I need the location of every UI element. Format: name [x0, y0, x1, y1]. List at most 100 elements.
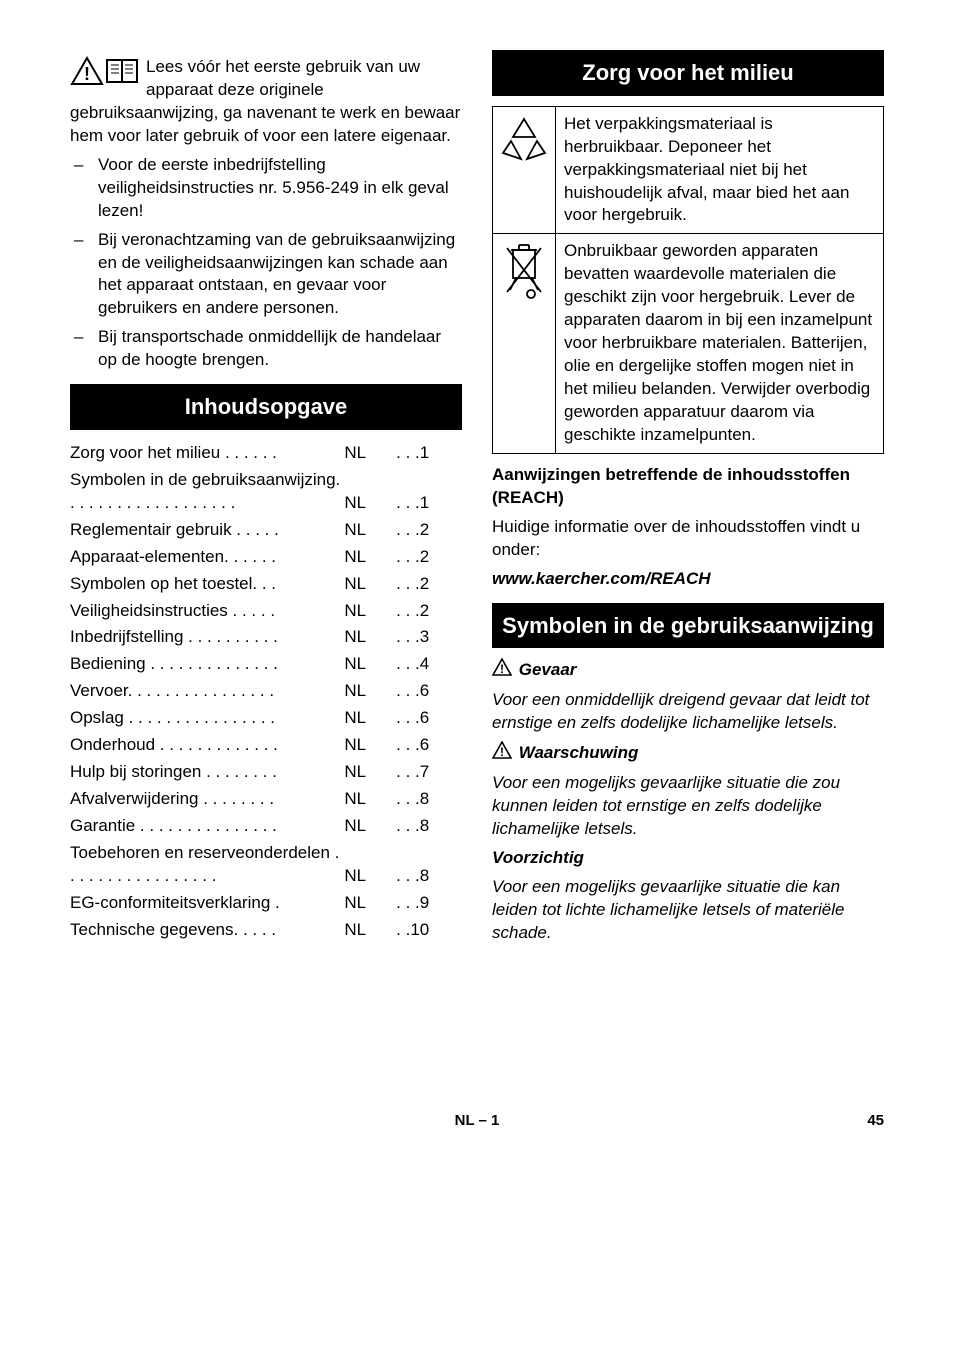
- svg-text:!: !: [500, 745, 504, 759]
- toc-label: EG-conformiteitsverklaring .: [70, 890, 344, 917]
- toc-label: Zorg voor het milieu . . . . . .: [70, 440, 344, 467]
- toc-page: . . .9: [391, 890, 462, 917]
- toc-locale: NL: [344, 890, 391, 917]
- toc-page: . . .8: [391, 813, 462, 840]
- toc-locale: NL: [344, 440, 391, 467]
- reach-url: www.kaercher.com/REACH: [492, 568, 884, 591]
- toc-row: EG-conformiteitsverklaring .NL . . .9: [70, 890, 462, 917]
- recycle-text: Het verpakkingsmateriaal is herbruikbaar…: [556, 106, 884, 234]
- toc-locale: NL: [344, 467, 391, 517]
- toc-row: Symbolen in de gebruiksaanwijzing. . . .…: [70, 467, 462, 517]
- toc-locale: NL: [344, 624, 391, 651]
- toc-row: Onderhoud . . . . . . . . . . . . .NL . …: [70, 732, 462, 759]
- toc-page: . . .2: [391, 571, 462, 598]
- toc-page: . .10: [391, 917, 462, 944]
- toc-label: Inbedrijfstelling . . . . . . . . . .: [70, 624, 344, 651]
- toc-page: . . .7: [391, 759, 462, 786]
- toc-page: . . .1: [391, 467, 462, 517]
- environment-info-table: Het verpakkingsmateriaal is herbruikbaar…: [492, 106, 884, 454]
- svg-text:!: !: [500, 662, 504, 676]
- toc-row: Inbedrijfstelling . . . . . . . . . .NL …: [70, 624, 462, 651]
- toc-page: . . .6: [391, 732, 462, 759]
- toc-row: Hulp bij storingen . . . . . . . .NL . .…: [70, 759, 462, 786]
- toc-page: . . .6: [391, 678, 462, 705]
- toc-label: Onderhoud . . . . . . . . . . . . .: [70, 732, 344, 759]
- toc-label: Apparaat-elementen. . . . . .: [70, 544, 344, 571]
- list-item: Bij transportschade onmiddellijk de hand…: [70, 326, 462, 372]
- page-footer: NL – 1 45: [70, 1111, 884, 1131]
- voorzichtig-heading: Voorzichtig: [492, 847, 884, 870]
- warning-and-book-icon: !: [70, 56, 140, 86]
- toc-row: Opslag . . . . . . . . . . . . . . . .NL…: [70, 705, 462, 732]
- toc-page: . . .6: [391, 705, 462, 732]
- reach-text: Huidige informatie over de inhoudsstoffe…: [492, 516, 884, 562]
- toc-page: . . .8: [391, 786, 462, 813]
- toc-label: Veiligheidsinstructies . . . . .: [70, 598, 344, 625]
- toc-locale: NL: [344, 544, 391, 571]
- reach-heading: Aanwijzingen betreffende de inhoudsstoff…: [492, 464, 884, 510]
- toc-row: Toebehoren en reserveonderdelen . . . . …: [70, 840, 462, 890]
- environment-heading: Zorg voor het milieu: [492, 50, 884, 96]
- toc-row: Zorg voor het milieu . . . . . .NL . . .…: [70, 440, 462, 467]
- list-item: Voor de eerste inbedrijfstelling veiligh…: [70, 154, 462, 223]
- toc-label: Hulp bij storingen . . . . . . . .: [70, 759, 344, 786]
- warning-triangle-icon: !: [492, 658, 512, 683]
- toc-label: Bediening . . . . . . . . . . . . . .: [70, 651, 344, 678]
- warning-triangle-icon: !: [492, 741, 512, 766]
- waarschuwing-heading: ! Waarschuwing: [492, 741, 884, 766]
- toc-locale: NL: [344, 917, 391, 944]
- toc-page: . . .1: [391, 440, 462, 467]
- toc-locale: NL: [344, 705, 391, 732]
- toc-page: . . .2: [391, 544, 462, 571]
- toc-row: Technische gegevens. . . . .NL . .10: [70, 917, 462, 944]
- toc-row: Veiligheidsinstructies . . . . .NL . . .…: [70, 598, 462, 625]
- symbols-heading: Symbolen in de gebruiksaanwijzing: [492, 603, 884, 649]
- toc-row: Vervoer. . . . . . . . . . . . . . . .NL…: [70, 678, 462, 705]
- toc-page: . . .3: [391, 624, 462, 651]
- voorzichtig-text: Voor een mogelijks gevaarlijke situatie …: [492, 876, 884, 945]
- toc-page: . . .2: [391, 517, 462, 544]
- toc-row: Bediening . . . . . . . . . . . . . .NL …: [70, 651, 462, 678]
- toc-row: Apparaat-elementen. . . . . .NL . . .2: [70, 544, 462, 571]
- weee-text: Onbruikbaar geworden apparaten bevatten …: [556, 234, 884, 453]
- footer-center: NL – 1: [455, 1112, 500, 1129]
- toc-label: Garantie . . . . . . . . . . . . . . .: [70, 813, 344, 840]
- toc-locale: NL: [344, 598, 391, 625]
- intro-paragraph: ! Lees vóór het eerste gebruik van uw ap…: [70, 56, 462, 148]
- toc-label: Opslag . . . . . . . . . . . . . . . .: [70, 705, 344, 732]
- right-column: Zorg voor het milieu Het verpakkingsmate…: [492, 50, 884, 951]
- weee-bin-icon: [493, 234, 556, 453]
- toc-page: . . .8: [391, 840, 462, 890]
- toc-locale: NL: [344, 759, 391, 786]
- table-row: Onbruikbaar geworden apparaten bevatten …: [493, 234, 884, 453]
- toc-locale: NL: [344, 651, 391, 678]
- toc-row: Symbolen op het toestel. . .NL . . .2: [70, 571, 462, 598]
- toc-locale: NL: [344, 813, 391, 840]
- left-column: ! Lees vóór het eerste gebruik van uw ap…: [70, 50, 462, 951]
- toc-label: Afvalverwijdering . . . . . . . .: [70, 786, 344, 813]
- toc-locale: NL: [344, 840, 391, 890]
- gevaar-heading: ! Gevaar: [492, 658, 884, 683]
- page-number: 45: [867, 1111, 884, 1131]
- gevaar-text: Voor een onmiddellijk dreigend gevaar da…: [492, 689, 884, 735]
- waarschuwing-text: Voor een mogelijks gevaarlijke situatie …: [492, 772, 884, 841]
- main-two-column-layout: ! Lees vóór het eerste gebruik van uw ap…: [70, 50, 884, 951]
- toc-label: Toebehoren en reserveonderdelen . . . . …: [70, 840, 344, 890]
- list-item: Bij veronachtzaming van de gebruiksaanwi…: [70, 229, 462, 321]
- toc-row: Afvalverwijdering . . . . . . . .NL . . …: [70, 786, 462, 813]
- toc-locale: NL: [344, 678, 391, 705]
- intro-bullet-list: Voor de eerste inbedrijfstelling veiligh…: [70, 154, 462, 372]
- table-of-contents: Zorg voor het milieu . . . . . .NL . . .…: [70, 440, 462, 944]
- toc-heading: Inhoudsopgave: [70, 384, 462, 430]
- toc-label: Symbolen in de gebruiksaanwijzing. . . .…: [70, 467, 344, 517]
- toc-page: . . .4: [391, 651, 462, 678]
- recycle-icon: [493, 106, 556, 234]
- svg-text:!: !: [84, 64, 90, 84]
- toc-label: Technische gegevens. . . . .: [70, 917, 344, 944]
- toc-locale: NL: [344, 571, 391, 598]
- toc-label: Reglementair gebruik . . . . .: [70, 517, 344, 544]
- toc-row: Reglementair gebruik . . . . .NL . . .2: [70, 517, 462, 544]
- table-row: Het verpakkingsmateriaal is herbruikbaar…: [493, 106, 884, 234]
- toc-label: Vervoer. . . . . . . . . . . . . . . .: [70, 678, 344, 705]
- toc-locale: NL: [344, 732, 391, 759]
